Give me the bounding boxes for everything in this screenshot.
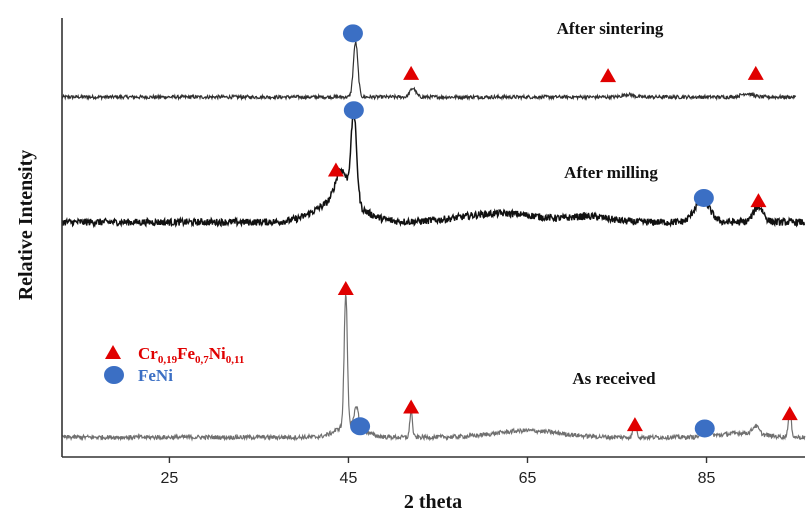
legend-triangle-icon [105, 345, 121, 359]
alloy-peak-marker [750, 193, 767, 208]
x-tick-label: 85 [698, 470, 716, 487]
alloy-peak-marker [626, 417, 643, 432]
legend-feni-label: FeNi [138, 366, 173, 385]
trace-label-as-received: As received [572, 369, 656, 388]
feni-peak-marker [342, 24, 363, 43]
alloy-peak-marker [403, 65, 420, 80]
trace-label-after-milling: After milling [564, 163, 658, 182]
plot-area [61, 24, 806, 442]
x-tick-label: 45 [340, 470, 358, 487]
feni-peak-marker [693, 188, 714, 207]
legend-circle-icon [104, 366, 124, 384]
x-axis-title: 2 theta [404, 491, 462, 513]
alloy-peak-marker [600, 68, 617, 83]
series-line-after-milling [61, 112, 806, 229]
series-line-after-sintering [61, 40, 797, 102]
alloy-peak-marker [747, 65, 764, 80]
series-line-as-received [61, 294, 806, 442]
alloy-peak-marker [327, 162, 344, 177]
legend: Cr0,19Fe0,7Ni0,11 FeNi [104, 344, 244, 385]
x-ticks: 25 45 65 85 [161, 457, 716, 487]
legend-alloy-label: Cr0,19Fe0,7Ni0,11 [138, 344, 244, 366]
alloy-peak-marker [337, 280, 354, 295]
trace-label-after-sintering: After sintering [557, 19, 664, 38]
alloy-peak-marker [403, 399, 420, 414]
feni-peak-marker [694, 419, 715, 438]
alloy-peak-marker [781, 406, 798, 421]
feni-peak-marker [343, 101, 364, 120]
x-tick-label: 65 [519, 470, 537, 487]
feni-peak-marker [350, 417, 371, 436]
x-tick-label: 25 [161, 470, 179, 487]
y-axis-title: Relative Intensity [15, 150, 37, 301]
